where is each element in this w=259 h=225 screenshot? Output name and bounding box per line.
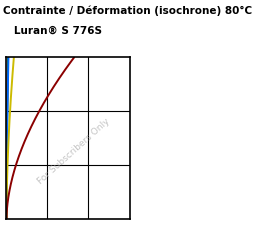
- Text: For Subscribers Only: For Subscribers Only: [36, 117, 112, 186]
- Text: Luran® S 776S: Luran® S 776S: [3, 26, 102, 36]
- Text: Contrainte / Déformation (isochrone) 80°C: Contrainte / Déformation (isochrone) 80°…: [3, 6, 252, 16]
